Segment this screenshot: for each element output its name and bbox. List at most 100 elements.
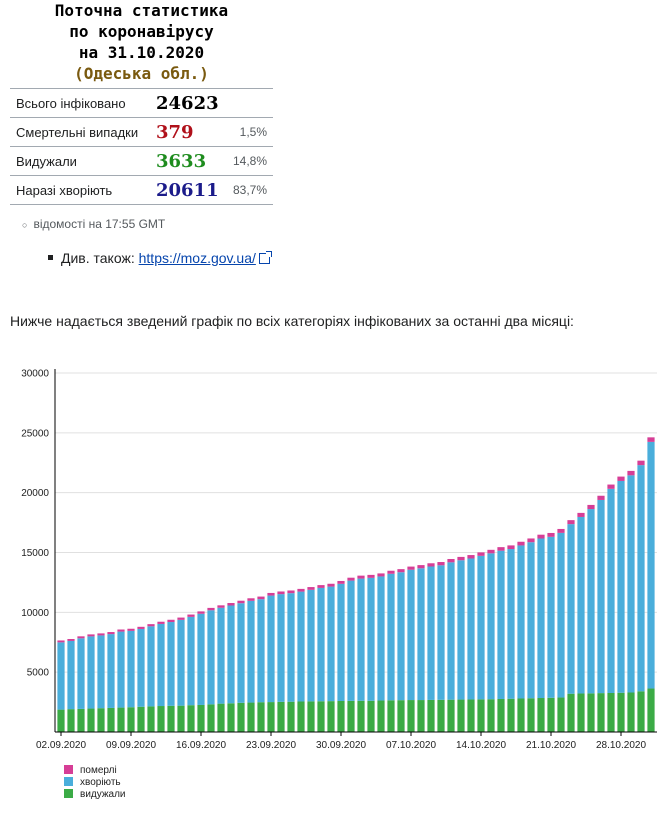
row-recovered: Видужали 3633 14,8% xyxy=(10,146,273,176)
bar-segment xyxy=(447,562,455,700)
row-label: Наразі хворіють xyxy=(10,175,156,205)
bar-segment xyxy=(647,441,655,689)
bar-segment xyxy=(627,470,635,476)
bar-segment xyxy=(237,600,245,604)
bar-segment xyxy=(187,705,195,732)
bar-segment xyxy=(477,552,485,556)
bar-segment xyxy=(127,628,135,631)
bar-segment xyxy=(187,614,195,617)
bar-segment xyxy=(177,705,185,732)
bar-segment xyxy=(407,700,415,732)
legend-swatch xyxy=(64,765,73,774)
bar-segment xyxy=(377,700,385,732)
bar-segment xyxy=(377,573,385,577)
bar-segment xyxy=(227,603,235,606)
bar-segment xyxy=(87,708,95,732)
bar-segment xyxy=(267,595,275,703)
bar-segment xyxy=(447,558,455,563)
bar-segment xyxy=(347,700,355,732)
bar-segment xyxy=(407,566,415,570)
bar-segment xyxy=(207,704,215,732)
y-tick-label: 25000 xyxy=(21,428,49,439)
bar-segment xyxy=(347,580,355,701)
bar-segment xyxy=(77,636,85,639)
bar-segment xyxy=(457,556,465,561)
bar-segment xyxy=(597,693,605,732)
bar-segment xyxy=(587,504,595,510)
bar-segment xyxy=(307,701,315,732)
bar-segment xyxy=(257,596,265,600)
bar-segment xyxy=(397,569,405,573)
infobox-title-line3: на 31.10.2020 xyxy=(78,43,205,62)
bar-segment xyxy=(487,549,495,554)
bar-segment xyxy=(337,583,345,701)
bar-segment xyxy=(507,698,515,732)
bar-segment xyxy=(647,437,655,442)
bar-segment xyxy=(387,570,395,574)
update-note: ○ відомості на 17:55 GMT xyxy=(22,217,165,231)
bar-segment xyxy=(277,594,285,702)
bar-segment xyxy=(147,626,155,707)
bar-segment xyxy=(427,563,435,567)
bar-segment xyxy=(347,577,355,581)
bar-segment xyxy=(247,702,255,732)
bar-segment xyxy=(77,638,85,709)
bar-segment xyxy=(257,702,265,732)
bar-segment xyxy=(297,591,305,702)
bar-segment xyxy=(217,605,225,608)
bar-segment xyxy=(297,588,305,592)
bar-segment xyxy=(437,699,445,732)
bar-segment xyxy=(527,698,535,732)
bar-segment xyxy=(237,702,245,732)
bar-segment xyxy=(427,566,435,700)
y-tick-label: 20000 xyxy=(21,488,49,499)
bar-segment xyxy=(467,555,475,559)
y-tick-label: 5000 xyxy=(27,668,50,679)
bar-segment xyxy=(207,607,215,611)
bar-segment xyxy=(357,578,365,701)
bar-segment xyxy=(127,630,135,708)
infobox-region: (Одеська обл.) xyxy=(74,64,209,83)
bar-segment xyxy=(457,560,465,700)
bar-segment xyxy=(337,580,345,584)
bar-segment xyxy=(67,639,75,641)
bar-segment xyxy=(287,701,295,732)
bar-segment xyxy=(257,599,265,703)
bar-segment xyxy=(537,534,545,539)
chart-intro-text: Нижче надається зведений графік по всіх … xyxy=(10,313,574,329)
y-tick-label: 10000 xyxy=(21,608,49,619)
bar-segment xyxy=(357,700,365,732)
x-tick-label: 30.09.2020 xyxy=(316,740,366,751)
bar-segment xyxy=(647,688,655,732)
bar-segment xyxy=(387,573,395,701)
see-also-prefix: Див. також: xyxy=(61,250,139,266)
bar-segment xyxy=(237,603,245,703)
bar-segment xyxy=(327,586,335,702)
bar-segment xyxy=(217,703,225,732)
bar-segment xyxy=(267,592,275,596)
bar-segment xyxy=(607,692,615,732)
bar-segment xyxy=(277,591,285,595)
bar-segment xyxy=(167,622,175,706)
bar-segment xyxy=(147,706,155,732)
bar-segment xyxy=(267,702,275,732)
row-percent: 14,8% xyxy=(226,146,273,176)
bar-segment xyxy=(587,509,595,694)
infobox-title-line1: Поточна статистика xyxy=(54,1,229,20)
bar-segment xyxy=(197,704,205,732)
bar-segment xyxy=(517,541,525,546)
bar-segment xyxy=(417,700,425,732)
bar-segment xyxy=(57,640,65,643)
bar-segment xyxy=(337,701,345,732)
bar-segment xyxy=(157,621,165,624)
bar-segment xyxy=(197,611,205,614)
x-tick-label: 28.10.2020 xyxy=(596,740,646,751)
circle-bullet-icon: ○ xyxy=(22,220,28,230)
bar-segment xyxy=(307,589,315,702)
moz-link[interactable]: https://moz.gov.ua/ xyxy=(138,250,256,266)
bar-segment xyxy=(177,617,185,620)
row-label: Смертельні випадки xyxy=(10,117,156,147)
stacked-bar-chart: 5000 10000 15000 20000 25000 30000 02.09.2020 0… xyxy=(21,369,657,800)
bar-segment xyxy=(77,708,85,732)
bar-segment xyxy=(547,697,555,732)
